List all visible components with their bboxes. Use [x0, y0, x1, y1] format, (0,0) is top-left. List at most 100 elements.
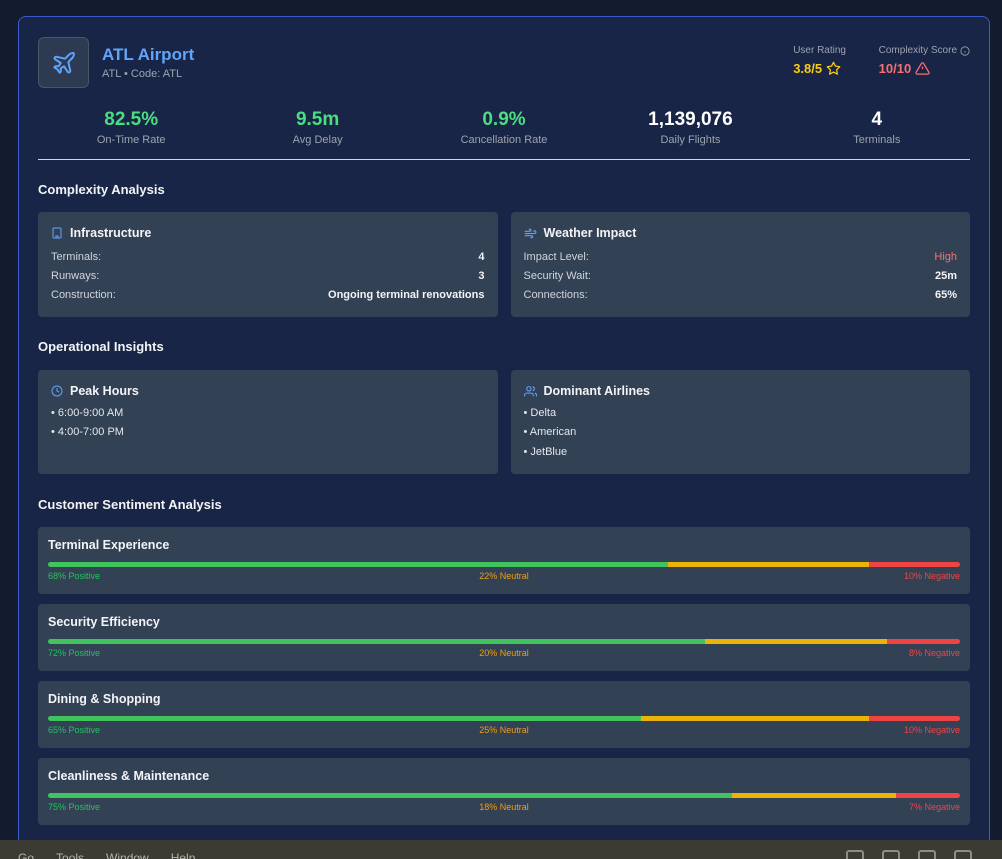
neutral-label: 18% Neutral — [479, 802, 529, 812]
sentiment-item-title: Cleanliness & Maintenance — [48, 769, 210, 783]
infra-row-runways: Runways: 3 — [51, 266, 485, 285]
list-item: • 6:00-9:00 AM — [51, 406, 124, 419]
sentiment-bar — [48, 793, 960, 798]
sentiment-item-title: Dining & Shopping — [48, 692, 161, 706]
complexity-score-label: Complexity Score — [878, 45, 957, 56]
positive-segment — [48, 562, 669, 567]
stat-label: Cancellation Rate — [460, 134, 548, 146]
kv-value: High — [934, 250, 957, 263]
negative-label: 10% Negative — [903, 725, 960, 735]
neutral-segment — [704, 639, 888, 644]
complexity-score-value: 10/10 — [878, 61, 912, 76]
kv-key: Security Wait: — [523, 269, 591, 282]
operational-insights-title: Operational Insights — [38, 339, 164, 354]
weather-title: Weather Impact — [543, 226, 637, 240]
positive-label: 72% Positive — [48, 648, 101, 658]
infra-row-terminals: Terminals: 4 — [51, 247, 485, 266]
positive-segment — [48, 639, 705, 644]
stat-value: 9.5m — [295, 109, 340, 130]
kv-value: 4 — [478, 250, 485, 263]
weather-panel: Weather Impact Impact Level: High Securit… — [510, 212, 970, 317]
user-rating-label: User Rating — [793, 45, 846, 56]
tray-icon[interactable] — [846, 850, 864, 859]
stat-label: On-Time Rate — [96, 134, 166, 146]
negative-segment — [868, 562, 960, 567]
sentiment-bar — [48, 716, 960, 721]
stat-value: 4 — [871, 109, 883, 130]
sentiment-item: Security Efficiency 72% Positive 20% Neu… — [38, 604, 970, 671]
neutral-label: 25% Neutral — [479, 725, 529, 735]
infra-row-construction: Construction: Ongoing terminal renovation… — [51, 285, 485, 304]
complexity-score: Complexity Score 10/10 — [879, 45, 970, 76]
neutral-segment — [732, 793, 897, 798]
kv-key: Terminals: — [51, 250, 102, 263]
stat-label: Terminals — [853, 134, 901, 146]
neutral-segment — [640, 716, 869, 721]
plane-icon — [38, 37, 89, 88]
negative-label: 8% Negative — [908, 648, 960, 658]
menu-go[interactable]: Go — [18, 851, 35, 859]
positive-segment — [48, 793, 732, 798]
complexity-analysis-title: Complexity Analysis — [38, 182, 165, 197]
star-icon — [826, 61, 841, 75]
app-menubar: Go Tools Window Help — [0, 840, 1002, 859]
clock-icon — [51, 385, 63, 397]
stat-avg-delay: 9.5m Avg Delay — [224, 109, 410, 147]
neutral-label: 22% Neutral — [479, 571, 529, 581]
stat-daily-flights: 1,139,076 Daily Flights — [597, 109, 783, 147]
negative-label: 10% Negative — [903, 571, 960, 581]
negative-segment — [868, 716, 960, 721]
list-item: • JetBlue — [523, 445, 568, 458]
sentiment-bar — [48, 562, 960, 567]
info-icon[interactable] — [960, 45, 970, 56]
menu-help[interactable]: Help — [170, 851, 196, 859]
kv-value: 65% — [934, 288, 957, 301]
sentiment-item-title: Security Efficiency — [48, 615, 160, 629]
peak-hours-title: Peak Hours — [70, 384, 139, 398]
weather-row-impact: Impact Level: High — [524, 247, 958, 266]
positive-label: 68% Positive — [48, 571, 101, 581]
kv-value: 25m — [934, 269, 957, 282]
menu-window[interactable]: Window — [106, 851, 149, 859]
sentiment-title: Customer Sentiment Analysis — [38, 497, 222, 512]
tray-icon[interactable] — [954, 850, 972, 859]
list-item: • Delta — [523, 406, 557, 419]
kv-key: Impact Level: — [523, 250, 589, 263]
user-rating: User Rating 3.8/5 — [793, 45, 846, 76]
airport-header: ATL Airport ATL • Code: ATL User Rating … — [38, 37, 970, 89]
warning-icon — [915, 62, 930, 75]
kv-key: Construction: — [51, 288, 116, 301]
kv-key: Connections: — [523, 288, 588, 301]
stat-cancellation: 0.9% Cancellation Rate — [411, 109, 597, 147]
airlines-title: Dominant Airlines — [543, 384, 651, 398]
kv-value: Ongoing terminal renovations — [328, 288, 485, 301]
airlines-panel: Dominant Airlines • Delta • American • J… — [510, 370, 970, 474]
wind-icon — [524, 228, 536, 238]
list-item: • 4:00-7:00 PM — [51, 426, 124, 439]
stat-terminals: 4 Terminals — [784, 109, 970, 147]
tray-icon[interactable] — [882, 850, 900, 859]
tray-icon[interactable] — [918, 850, 936, 859]
list-item: • American — [523, 426, 577, 439]
weather-row-security: Security Wait: 25m — [524, 266, 958, 285]
neutral-segment — [668, 562, 869, 567]
building-icon — [52, 227, 62, 239]
airport-card: ATL Airport ATL • Code: ATL User Rating … — [18, 16, 990, 846]
sentiment-item-title: Terminal Experience — [48, 538, 170, 552]
stat-value: 82.5% — [104, 109, 159, 130]
infrastructure-title: Infrastructure — [70, 226, 152, 240]
stat-value: 1,139,076 — [648, 109, 733, 130]
stat-on-time: 82.5% On-Time Rate — [38, 109, 224, 147]
stat-value: 0.9% — [482, 109, 526, 130]
kv-value: 3 — [478, 269, 485, 282]
user-rating-value: 3.8/5 — [793, 61, 823, 76]
sentiment-list: Terminal Experience 68% Positive 22% Neu… — [38, 527, 970, 825]
airport-title: ATL Airport — [102, 45, 195, 64]
divider — [38, 159, 970, 160]
negative-segment — [887, 639, 960, 644]
stats-row: 82.5% On-Time Rate 9.5m Avg Delay 0.9% C… — [38, 109, 970, 147]
weather-row-connections: Connections: 65% — [524, 285, 958, 304]
positive-segment — [48, 716, 641, 721]
menu-tools[interactable]: Tools — [56, 851, 85, 859]
stat-label: Daily Flights — [660, 134, 721, 146]
